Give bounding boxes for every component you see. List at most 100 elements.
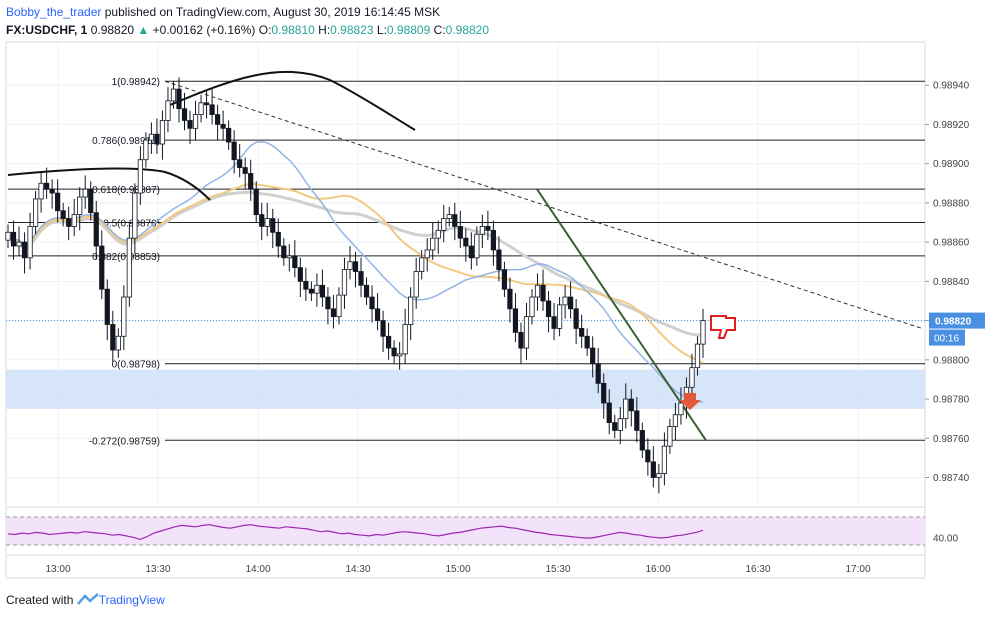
drawings[interactable]	[6, 70, 925, 441]
fib-level-label: 0.786(0.98912)	[92, 136, 160, 147]
y-tick-label: 0.98840	[933, 277, 970, 288]
candle-up	[32, 198, 39, 227]
support-zone-rect	[6, 369, 925, 409]
candle-down	[595, 363, 601, 384]
candle-up	[556, 304, 563, 329]
x-tick-label: 14:00	[245, 564, 270, 575]
candle-down	[104, 288, 110, 325]
candle-up	[689, 367, 695, 388]
candle-up	[529, 296, 535, 318]
candle-down	[551, 316, 557, 329]
candle-down	[303, 280, 309, 290]
last-price: 0.98820	[90, 23, 135, 37]
candle-down	[590, 347, 596, 365]
y-tick-label: 0.98880	[933, 198, 970, 209]
candle-up	[474, 233, 480, 259]
y-tick-label: 0.98860	[933, 238, 970, 249]
publish-info: Bobby_the_trader published on TradingVie…	[6, 3, 986, 21]
candle-down	[55, 192, 61, 212]
candle-down	[573, 308, 579, 329]
candle-down	[358, 271, 364, 286]
symbol-label: FX:USDCHF, 1	[6, 23, 88, 37]
candle-up	[667, 426, 673, 447]
candle-down	[463, 237, 469, 247]
change-up-icon: ▲	[137, 23, 150, 37]
candle-down	[154, 133, 160, 145]
candle-up	[121, 296, 127, 337]
candle-down	[66, 218, 72, 227]
candle-up	[534, 284, 541, 298]
ohlc-legend: FX:USDCHF, 1 0.98820 ▲ +0.00162 (+0.16%)…	[6, 21, 986, 39]
candle-down	[639, 430, 645, 451]
candle-down	[253, 188, 259, 216]
descending-trendline	[536, 188, 707, 441]
candle-down	[49, 188, 55, 194]
candle-down	[60, 210, 66, 219]
candle-down	[374, 308, 381, 321]
support-zone	[6, 369, 925, 409]
author-link[interactable]: Bobby_the_trader	[6, 5, 102, 19]
candle-down	[606, 402, 612, 424]
last-price-tag	[929, 312, 985, 329]
candle-up	[424, 249, 430, 259]
time-axis[interactable]: 13:00 13:30 14:00 14:30 15:00 15:30 16:00 16:30…	[45, 564, 870, 575]
countdown-tag	[929, 329, 965, 346]
markers	[679, 315, 736, 410]
x-tick-label: 16:00	[645, 564, 670, 575]
candle-up	[82, 188, 88, 198]
open-value: 0.98810	[271, 23, 315, 37]
candle-up	[165, 100, 171, 121]
candle-down	[248, 173, 254, 190]
candle-up	[314, 284, 320, 294]
tradingview-brand[interactable]: TradingView	[98, 593, 165, 607]
candle-down	[650, 461, 656, 478]
candle-down	[391, 347, 397, 357]
candle-up	[430, 237, 436, 251]
price-chart[interactable]: 1(0.98942) 0.786(0.98912) 0.618(0.98887) 0.…	[0, 0, 988, 590]
candle-up	[672, 414, 679, 427]
thumbs-down-icon	[710, 315, 736, 339]
candle-down	[352, 261, 359, 272]
candle-down	[452, 214, 458, 227]
tradingview-logo[interactable]: TradingView	[76, 593, 165, 607]
candle-up	[264, 218, 270, 227]
candle-up	[656, 473, 662, 478]
candle-down	[99, 245, 105, 290]
candle-down	[568, 296, 574, 310]
candle-down	[242, 167, 248, 174]
candle-down	[297, 267, 303, 282]
low-value: 0.98809	[386, 23, 431, 37]
candle-up	[700, 320, 706, 345]
candle-up	[27, 226, 33, 259]
candle-up	[38, 182, 44, 200]
candle-up	[170, 88, 177, 102]
candle-up	[159, 120, 166, 145]
open-label: O:	[258, 23, 272, 37]
candle-down	[507, 288, 513, 310]
candle-up	[143, 139, 149, 161]
fib-level-label: 0.618(0.98887)	[92, 185, 160, 196]
fibonacci-retracement[interactable]: 1(0.98942) 0.786(0.98912) 0.618(0.98887) 0.…	[8, 77, 925, 447]
y-tick-label: 0.98920	[933, 120, 970, 131]
candle-down	[490, 229, 496, 251]
x-tick-label: 15:30	[545, 564, 570, 575]
candle-up	[5, 231, 11, 241]
candle-up	[617, 418, 623, 431]
candle-down	[308, 288, 314, 294]
grid	[5, 41, 926, 579]
candle-down	[325, 296, 331, 310]
candle-up	[694, 343, 701, 369]
candle-up	[126, 237, 132, 298]
y-tick-label: 0.98940	[933, 81, 970, 92]
rsi-pane: 40.00	[6, 516, 958, 546]
last-price-label: 0.98820	[935, 317, 972, 328]
fib-level-label: 0(0.98798)	[112, 360, 160, 371]
candle-up	[132, 192, 138, 239]
candle-down	[363, 284, 370, 298]
candle-down	[88, 188, 94, 214]
candle-down	[176, 88, 182, 110]
candle-up	[479, 226, 485, 235]
price-axis[interactable]: 0.98740 0.98760 0.98780 0.98800 0.98820 0.988…	[925, 81, 985, 484]
candle-down	[21, 241, 28, 259]
candle-up	[408, 296, 414, 325]
